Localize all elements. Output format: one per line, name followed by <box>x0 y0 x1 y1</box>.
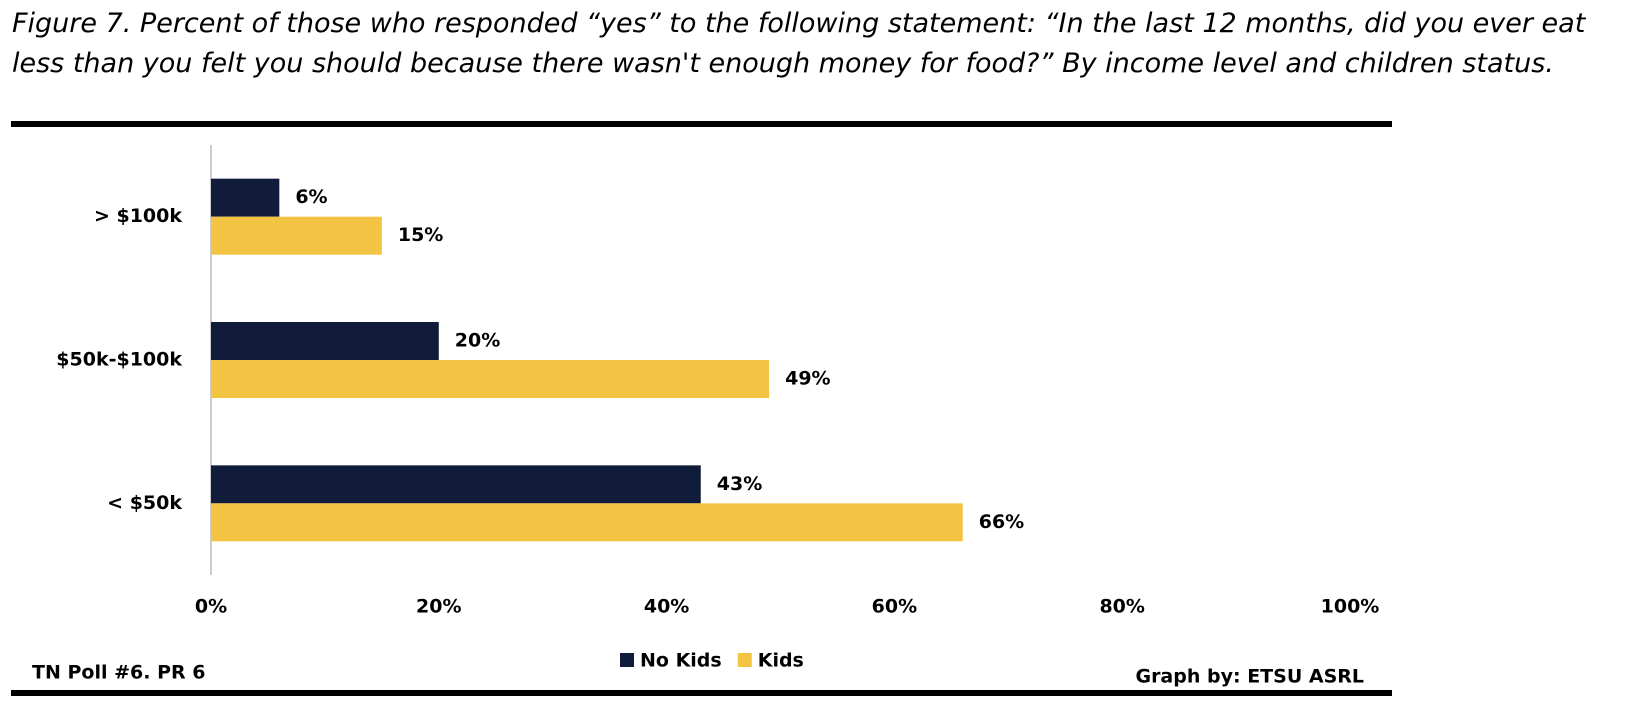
x-tick-label: 80% <box>1099 596 1144 618</box>
bar <box>211 465 701 504</box>
top-rule <box>11 121 1392 127</box>
bar <box>211 503 963 542</box>
x-tick-label: 100% <box>1321 596 1380 618</box>
y-tick-label: > $100k <box>94 205 182 227</box>
legend-label: No Kids <box>640 650 722 672</box>
value-label: 20% <box>455 330 500 352</box>
value-label: 6% <box>295 186 327 208</box>
chart-title: Figure 7. Percent of those who responded… <box>12 8 1586 79</box>
credit-note: Graph by: ETSU ASRL <box>1135 666 1364 688</box>
bar <box>211 178 280 217</box>
x-tick-label: 60% <box>872 596 917 618</box>
x-tick-label: 40% <box>644 596 689 618</box>
value-label: 49% <box>785 368 830 390</box>
bottom-rule <box>11 690 1392 696</box>
y-tick-label: $50k-$100k <box>56 349 182 371</box>
value-label: 43% <box>717 473 762 495</box>
legend-swatch <box>737 653 752 667</box>
y-tick-label: < $50k <box>107 492 182 514</box>
legend-label: Kids <box>758 650 804 672</box>
bar <box>211 216 382 255</box>
bar <box>211 360 770 398</box>
legend-swatch <box>620 653 634 667</box>
x-tick-label: 0% <box>195 596 227 618</box>
value-label: 15% <box>398 224 443 246</box>
x-tick-label: 20% <box>416 596 461 618</box>
source-note: TN Poll #6. PR 6 <box>32 662 205 684</box>
value-label: 66% <box>979 511 1024 533</box>
bar <box>211 322 439 360</box>
